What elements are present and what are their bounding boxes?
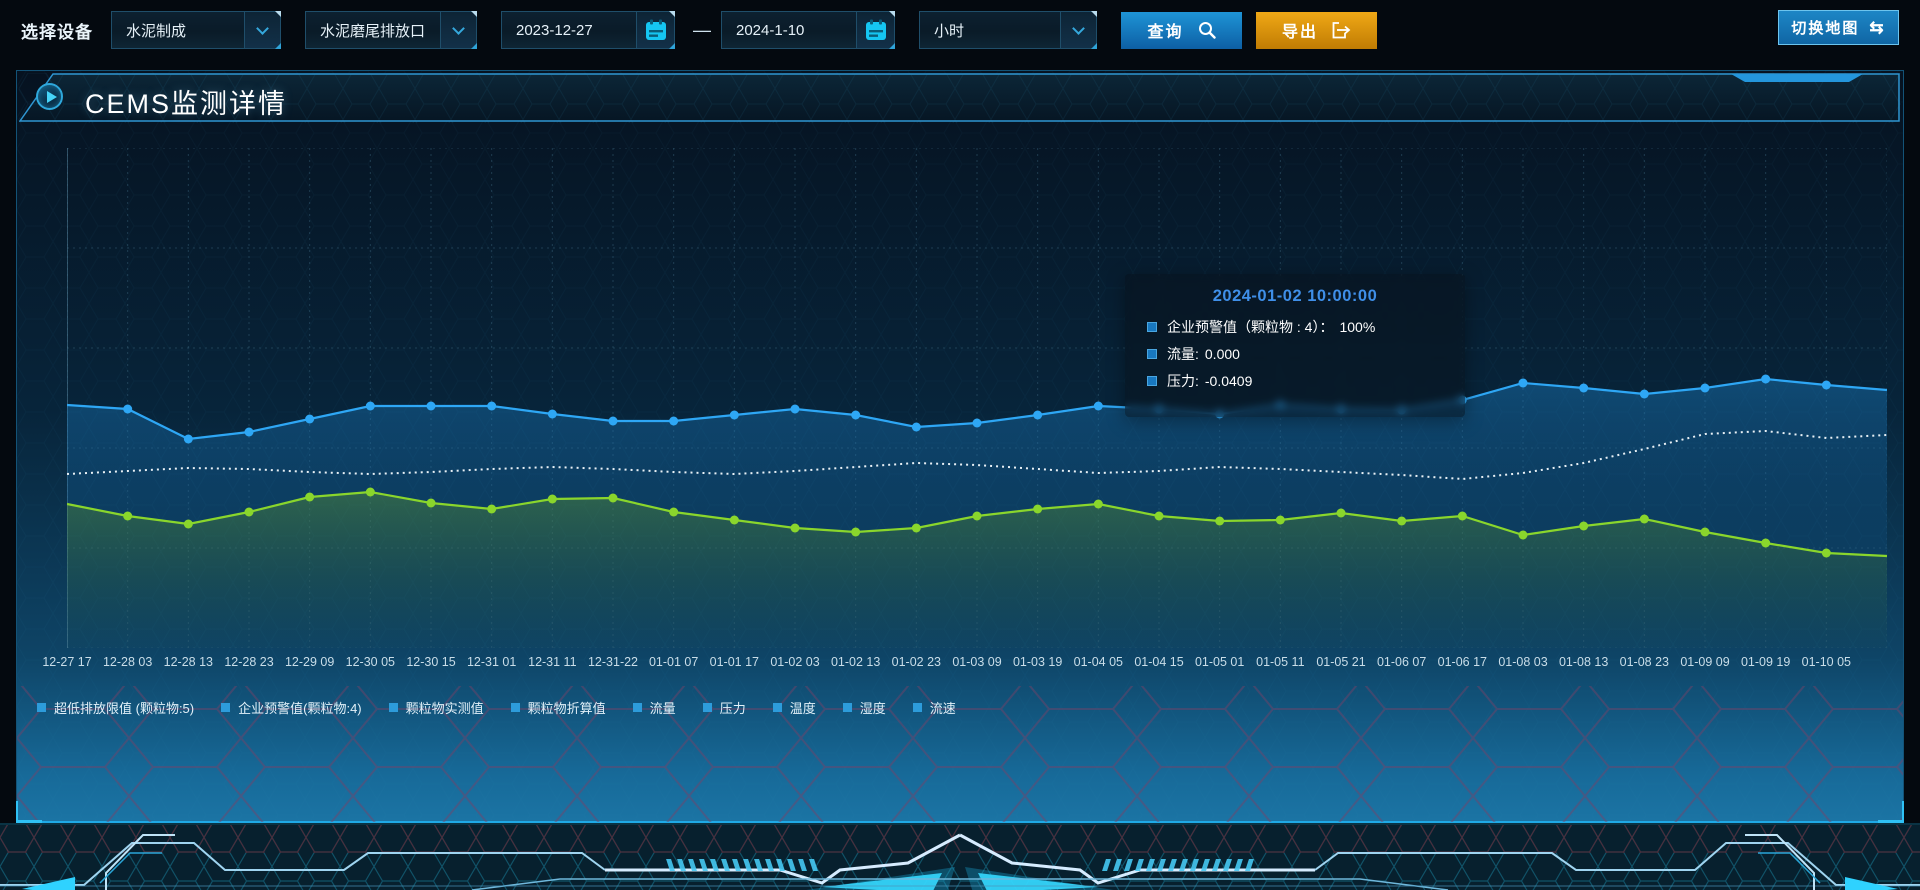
- search-icon: [1198, 22, 1216, 39]
- x-axis-tick-label: 01-08 03: [1498, 655, 1548, 669]
- export-button-label: 导出: [1281, 24, 1318, 41]
- legend-item-label: 企业预警值(颗粒物:4): [238, 701, 362, 716]
- legend-marker-icon: [912, 703, 922, 712]
- legend-item-label: 颗粒物折算值: [527, 701, 606, 716]
- x-axis-tick-label: 01-08 23: [1619, 655, 1670, 669]
- legend-marker-icon: [842, 703, 852, 712]
- legend-item-label: 流速: [929, 701, 956, 716]
- x-axis-tick-label: 12-31 01: [466, 655, 517, 669]
- calendar-icon[interactable]: [636, 12, 674, 48]
- chart-series: [66, 374, 1888, 648]
- legend-marker-icon: [388, 703, 398, 712]
- x-axis-tick-label: 01-08 13: [1558, 655, 1609, 669]
- legend-item[interactable]: 流量: [632, 698, 676, 717]
- legend-item-label: 湿度: [859, 701, 886, 716]
- x-axis-tick-label: 01-03 19: [1012, 655, 1063, 669]
- switch-map-button[interactable]: 切换地图 ⇆: [1778, 10, 1899, 45]
- x-axis-tick-label: 01-06 07: [1376, 655, 1427, 669]
- calendar-icon[interactable]: [856, 12, 894, 48]
- chart-canvas[interactable]: [66, 147, 1888, 649]
- x-axis-tick-label: 12-31-22: [587, 655, 639, 669]
- device-outlet-select[interactable]: 水泥磨尾排放口: [305, 11, 477, 49]
- legend-item[interactable]: 企业预警值(颗粒物:4): [221, 698, 362, 717]
- start-date-value: 2023-12-27: [516, 21, 593, 39]
- legend-marker-icon: [221, 703, 231, 712]
- x-axis-tick-label: 01-02 13: [830, 655, 881, 669]
- legend-item[interactable]: 温度: [772, 698, 816, 717]
- legend-marker-icon: [632, 703, 642, 712]
- device-select-label: 选择设备: [21, 22, 93, 42]
- x-axis-tick-label: 12-31 11: [528, 655, 577, 669]
- chevron-down-icon[interactable]: [1060, 12, 1096, 48]
- x-axis-tick-label: 01-05 21: [1316, 655, 1366, 669]
- cems-panel: CEMS监测详情 12-27 17 12-28 03 12-28 13 12-28 2…: [16, 70, 1904, 823]
- header-notch-decoration: [1731, 74, 1863, 82]
- x-axis-tick-label: 12-30 05: [345, 655, 396, 669]
- x-axis-tick-label: 01-02 03: [770, 655, 820, 669]
- swap-arrows-icon: ⇆: [1869, 17, 1886, 37]
- legend-item[interactable]: 颗粒物折算值: [510, 698, 606, 717]
- legend-item-label: 颗粒物实测值: [405, 701, 484, 716]
- x-axis-tick-label: 01-09 19: [1740, 655, 1791, 669]
- legend: 超低排放限值 (颗粒物:5) 企业预警值(颗粒物:4) 颗粒物实测值 颗粒物折算值 流量…: [37, 698, 983, 717]
- legend-item-label: 温度: [789, 701, 816, 716]
- x-axis-tick-label: 01-09 09: [1680, 655, 1730, 669]
- start-date-picker[interactable]: 2023-12-27: [501, 11, 675, 49]
- x-axis-tick-label: 01-10 05: [1801, 655, 1852, 669]
- bottom-hud-decoration: [0, 823, 1920, 890]
- legend-item[interactable]: 颗粒物实测值: [388, 698, 484, 717]
- export-button[interactable]: 导出: [1256, 11, 1377, 49]
- switch-map-label: 切换地图: [1791, 20, 1860, 37]
- legend-item[interactable]: 超低排放限值 (颗粒物:5): [37, 698, 194, 717]
- legend-item-label: 超低排放限值 (颗粒物:5): [54, 701, 195, 716]
- x-axis-tick-label: 01-05 11: [1256, 655, 1305, 669]
- x-axis-tick-label: 12-29 09: [284, 655, 335, 669]
- panel-corner-accent: [16, 801, 42, 823]
- legend-item-label: 压力: [719, 701, 746, 716]
- x-axis-tick-label: 01-02 23: [891, 655, 942, 669]
- device-category-value: 水泥制成: [126, 22, 187, 40]
- panel-title: CEMS监测详情: [85, 89, 288, 119]
- x-axis-tick-label: 01-04 05: [1073, 655, 1124, 669]
- chevron-down-icon[interactable]: [244, 12, 280, 48]
- legend-item[interactable]: 压力: [702, 698, 746, 717]
- x-axis-tick-label: 01-05 01: [1194, 655, 1245, 669]
- query-button[interactable]: 查询: [1121, 11, 1242, 49]
- query-button-label: 查询: [1147, 24, 1184, 41]
- x-axis-tick-label: 12-28 13: [163, 655, 214, 669]
- export-icon: [1332, 21, 1351, 38]
- legend-marker-icon: [37, 703, 46, 712]
- x-axis-tick-label: 12-28 03: [102, 655, 153, 669]
- legend-item-label: 流量: [649, 701, 676, 716]
- end-date-picker[interactable]: 2024-1-10: [721, 11, 895, 49]
- device-outlet-value: 水泥磨尾排放口: [320, 22, 426, 40]
- date-range-separator: —: [693, 19, 711, 40]
- x-axis-tick-label: 12-27 17: [42, 655, 92, 669]
- toolbar: 选择设备 水泥制成 水泥磨尾排放口 2023-12-27 — 2024-1-10: [0, 0, 1920, 60]
- legend-item[interactable]: 湿度: [842, 698, 886, 717]
- end-date-value: 2024-1-10: [736, 21, 805, 39]
- legend-item[interactable]: 流速: [912, 698, 956, 717]
- interval-value: 小时: [934, 22, 965, 40]
- panel-header: CEMS监测详情: [19, 73, 1901, 123]
- x-axis-tick-label: 01-06 17: [1437, 655, 1488, 669]
- x-axis-tick-label: 12-28 23: [224, 655, 274, 669]
- x-axis-tick-label: 01-03 09: [952, 655, 1002, 669]
- legend-marker-icon: [510, 703, 520, 712]
- panel-corner-accent: [1878, 801, 1904, 823]
- x-axis-tick-label: 01-01 17: [709, 655, 760, 669]
- play-icon: [36, 83, 63, 110]
- x-axis-tick-label: 12-30 15: [406, 655, 456, 669]
- interval-select[interactable]: 小时: [919, 11, 1097, 49]
- legend-marker-icon: [702, 703, 712, 712]
- device-category-select[interactable]: 水泥制成: [111, 11, 281, 49]
- x-axis-tick-label: 01-04 15: [1134, 655, 1184, 669]
- x-axis-labels: 12-27 17 12-28 03 12-28 13 12-28 23 12-29 09…: [42, 655, 1887, 671]
- x-axis-tick-label: 01-01 07: [648, 655, 699, 669]
- chevron-down-icon[interactable]: [440, 12, 476, 48]
- legend-marker-icon: [772, 703, 782, 712]
